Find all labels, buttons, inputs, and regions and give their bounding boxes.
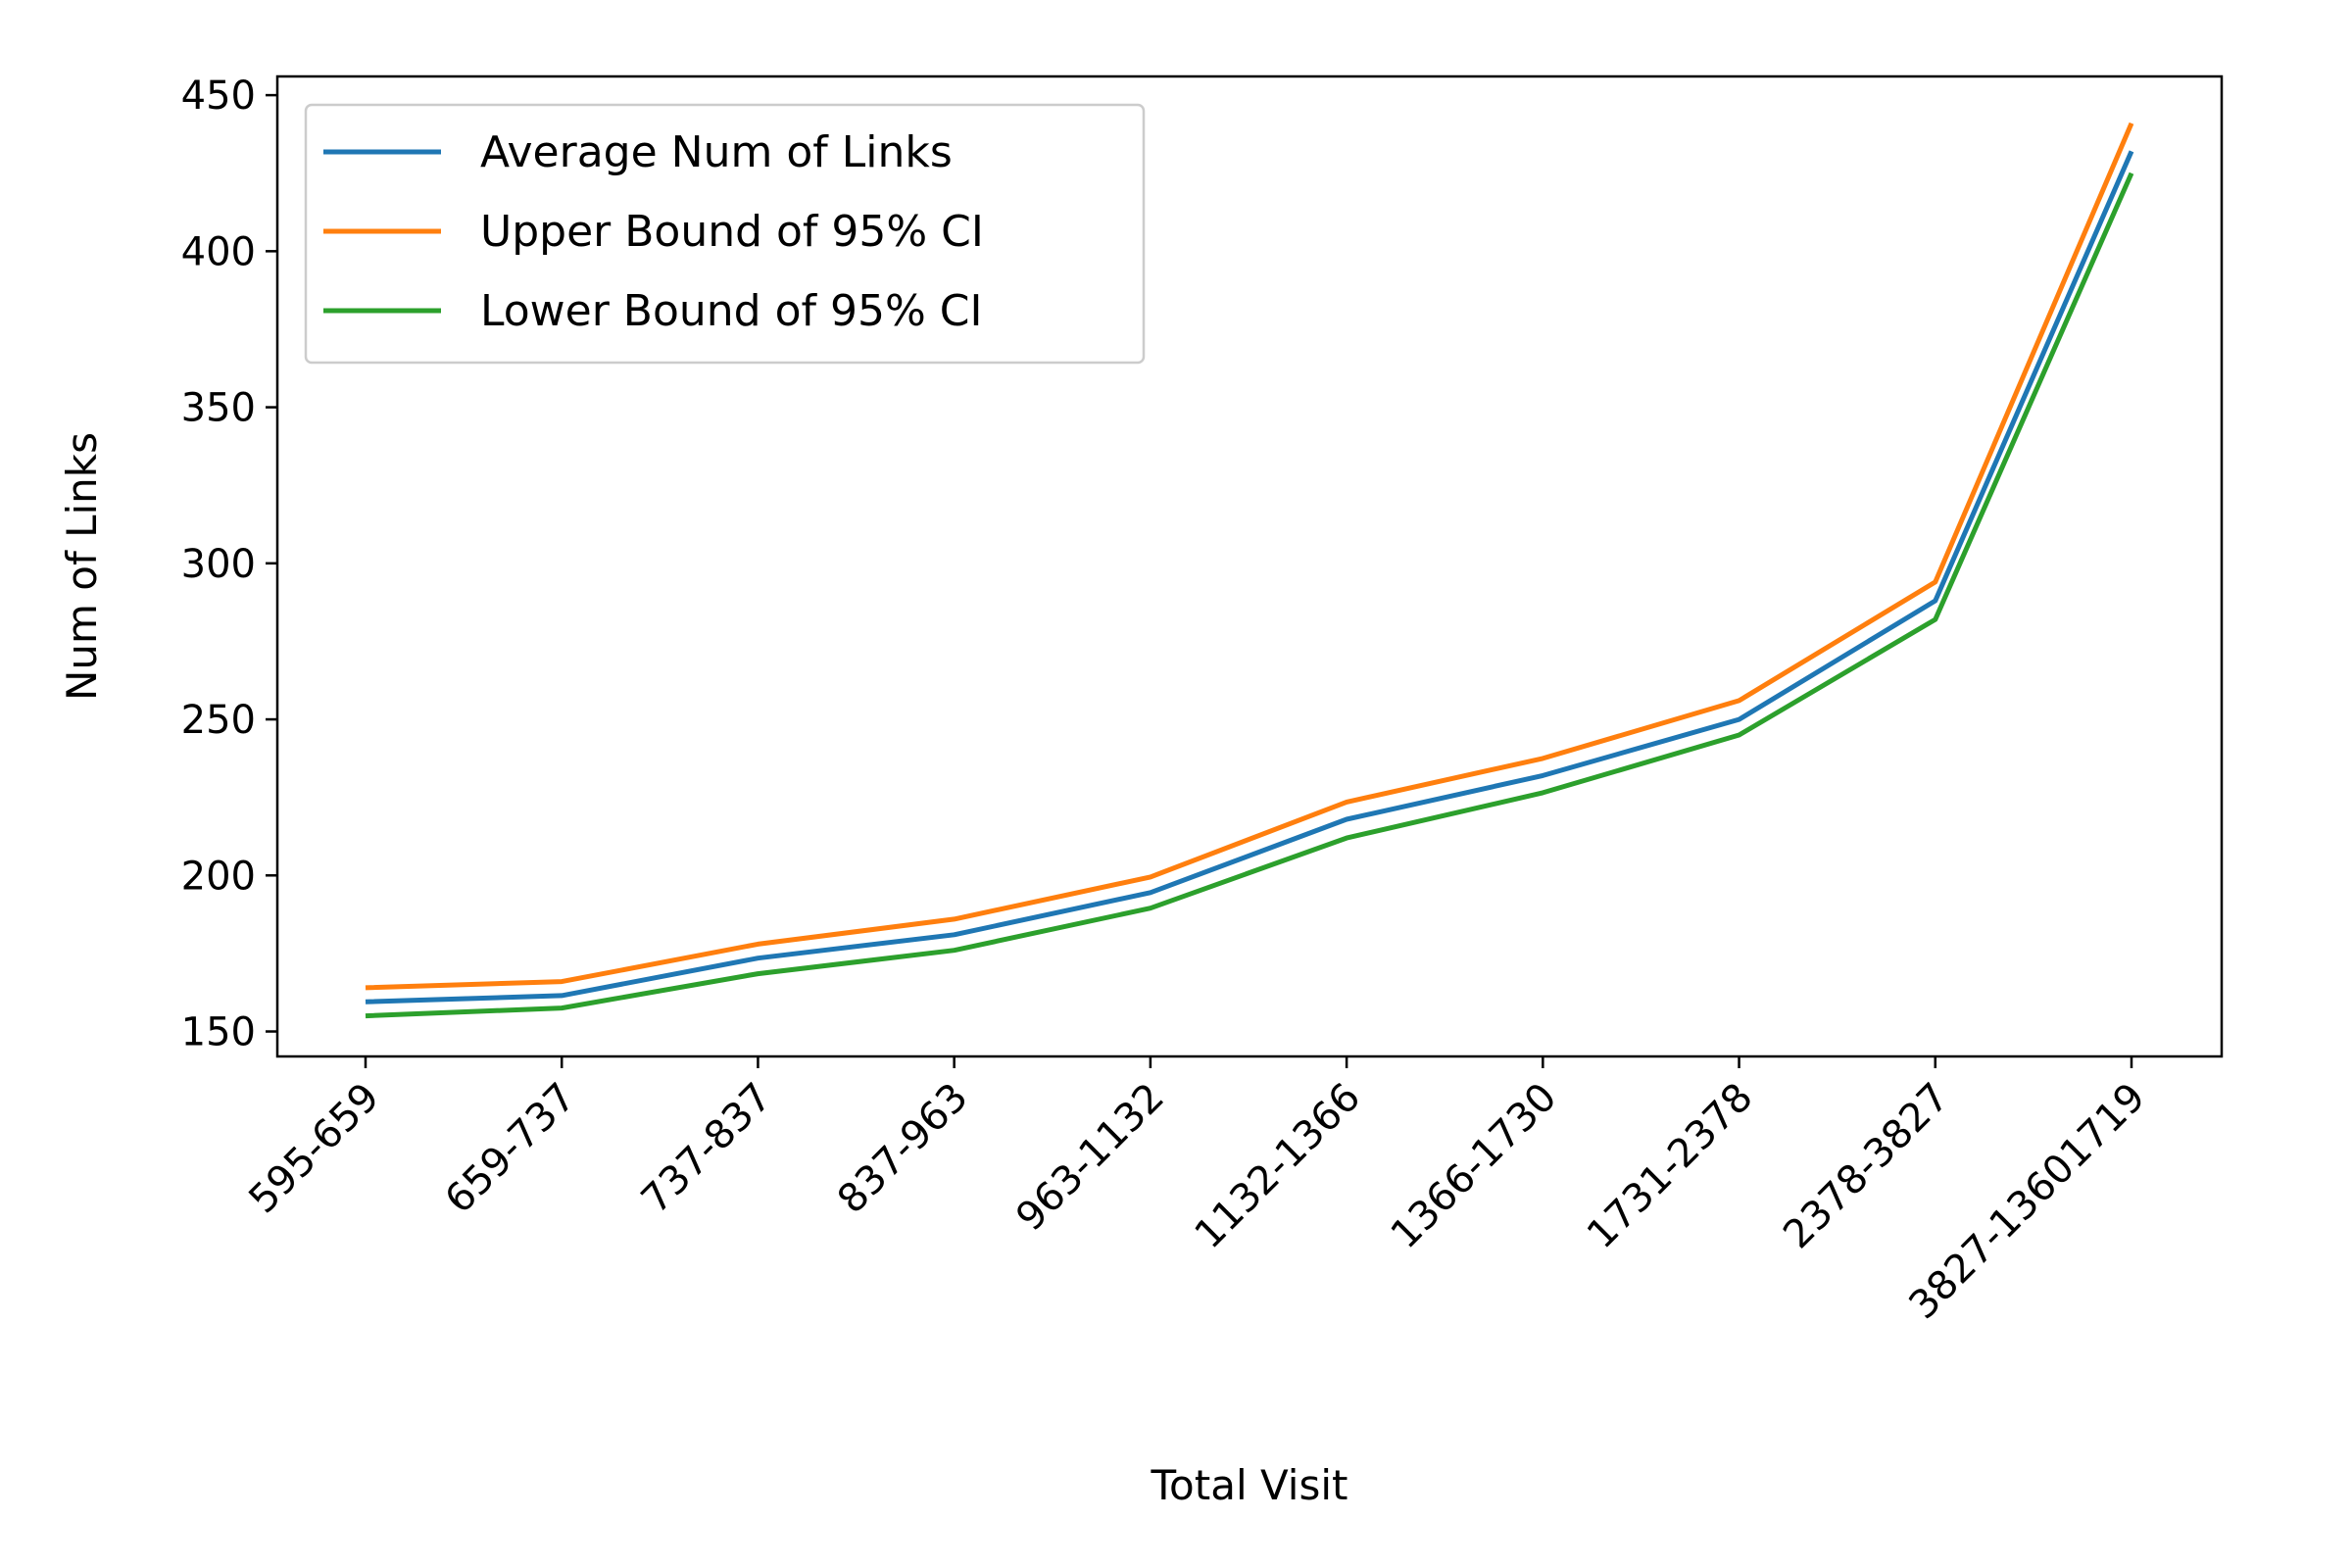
x-axis-label: Total Visit [1151,1461,1348,1509]
x-tick-label: 737-837 [633,1075,781,1223]
y-tick-label: 150 [181,1010,256,1055]
legend: Average Num of Links Upper Bound of 95% C… [304,103,1146,365]
x-tick-label: 963-1132 [1007,1075,1173,1241]
x-tick-label: 659-737 [437,1075,585,1223]
y-tick-label: 400 [181,229,256,274]
y-tick-label: 200 [181,854,256,899]
x-tick-label: 1132-1366 [1186,1075,1369,1258]
series-line-1 [365,150,2134,1004]
legend-box [304,103,1146,365]
x-tick-label: 1731-2378 [1579,1075,1762,1258]
legend-label-1: Average Num of Links [480,127,953,177]
x-tick-label: 1366-1730 [1383,1075,1566,1258]
y-axis-label: Num of Links [58,432,106,701]
y-tick-label: 250 [181,698,256,743]
legend-label-2: Upper Bound of 95% CI [480,207,984,257]
x-tick-label: 837-963 [829,1075,977,1223]
y-tick-label: 300 [181,542,256,587]
plot-frame [275,74,2224,1058]
x-tick-label: 595-659 [240,1075,388,1223]
y-tick-label: 350 [181,386,256,431]
legend-label-3: Lower Bound of 95% CI [480,286,982,336]
x-tick-label: 2378-3827 [1775,1075,1958,1258]
series-line-2 [365,122,2134,991]
series-line-3 [365,172,2134,1019]
y-tick-label: 450 [181,74,256,119]
plot-area [365,122,2134,1019]
